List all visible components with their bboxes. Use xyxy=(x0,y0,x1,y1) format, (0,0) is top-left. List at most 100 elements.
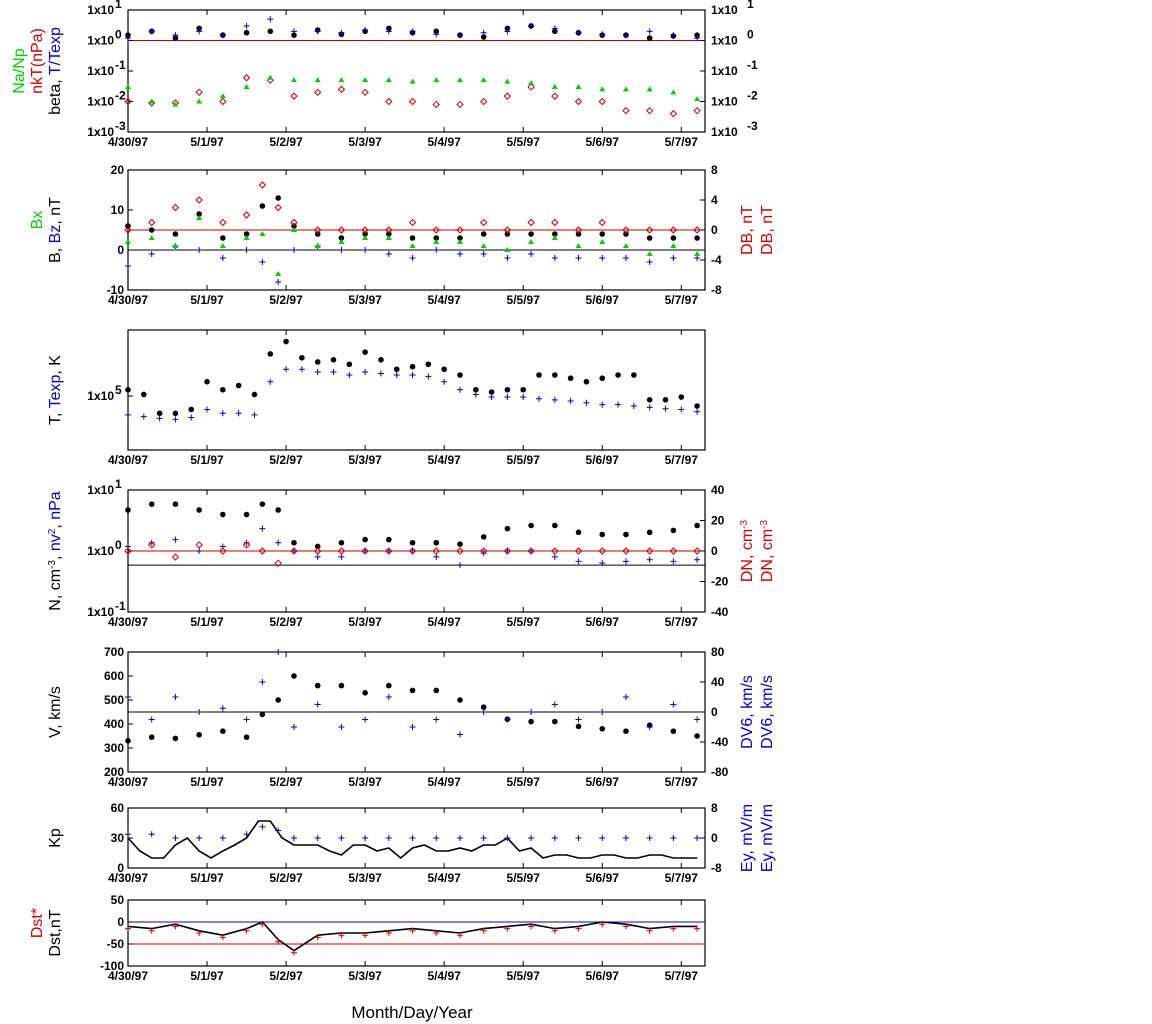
data-point xyxy=(219,835,226,841)
y-axis-label-2: Dst* xyxy=(29,908,46,938)
right-axis-label-2: Ey, mV/m xyxy=(759,804,776,872)
data-point xyxy=(196,835,203,841)
data-point xyxy=(220,386,226,393)
panel-density: 4/30/97 5/1/97 5/2/97 5/3/97 5/4/97 5/5/97 5/6… xyxy=(47,477,777,629)
data-point xyxy=(408,97,417,106)
right-y-tick-label: 0 xyxy=(711,831,718,845)
data-point xyxy=(433,716,440,723)
data-point xyxy=(204,406,211,413)
data-point xyxy=(156,410,163,417)
data-point xyxy=(480,77,487,83)
data-point xyxy=(125,694,131,700)
data-point xyxy=(243,22,250,29)
data-point xyxy=(646,251,653,256)
data-point xyxy=(362,716,369,723)
data-point xyxy=(432,100,440,109)
data-point xyxy=(599,560,606,567)
data-point xyxy=(409,243,416,248)
data-point xyxy=(480,550,487,557)
data-point xyxy=(456,562,463,569)
data-point xyxy=(259,259,266,265)
plot-frame xyxy=(127,807,706,869)
data-point xyxy=(259,231,266,236)
data-point xyxy=(598,97,606,106)
data-point xyxy=(196,732,202,738)
right-y-tick-exponent: -2 xyxy=(747,89,758,103)
right-y-tick-label: 4 xyxy=(711,193,718,207)
y-tick-label: 500 xyxy=(104,693,124,707)
data-point xyxy=(575,243,582,248)
right-axis-label: DV6, km/s xyxy=(739,675,756,749)
y-axis-label: beta, T/Texp xyxy=(47,27,64,115)
data-point xyxy=(408,547,417,555)
series-dst_star xyxy=(125,921,701,956)
data-point xyxy=(670,558,677,565)
data-point xyxy=(385,835,392,841)
data-point xyxy=(575,83,582,89)
y-axis-label-part: nv xyxy=(47,534,64,551)
data-point xyxy=(196,98,203,104)
x-tick-label: 5/5/97 xyxy=(507,135,541,149)
y-tick-label: 1x10 xyxy=(87,605,114,619)
y-axis-label-part: Bz xyxy=(47,225,64,244)
data-point xyxy=(503,547,512,555)
data-point xyxy=(646,724,653,730)
data-point xyxy=(338,247,345,253)
data-point xyxy=(456,386,463,393)
data-point xyxy=(188,406,195,413)
data-point xyxy=(479,547,488,555)
y-axis-label-part: , nPa xyxy=(47,491,64,528)
data-point xyxy=(274,559,282,567)
data-point xyxy=(362,77,369,83)
data-point xyxy=(172,694,179,700)
data-point xyxy=(314,77,321,83)
data-point xyxy=(172,923,179,930)
data-point xyxy=(196,247,203,253)
y-tick-label: 50 xyxy=(111,893,125,907)
data-point xyxy=(623,531,629,538)
data-point xyxy=(195,541,203,549)
data-point xyxy=(330,369,337,376)
data-point xyxy=(433,247,440,253)
data-point xyxy=(504,548,511,554)
data-point xyxy=(575,558,582,565)
data-point xyxy=(385,77,392,83)
data-point xyxy=(551,835,558,841)
data-point xyxy=(552,718,558,725)
data-point xyxy=(520,394,527,401)
data-point xyxy=(220,235,226,241)
data-point xyxy=(457,372,463,378)
x-tick-label: 5/7/97 xyxy=(665,293,699,307)
y-tick-exponent: -1 xyxy=(115,599,126,613)
data-point xyxy=(504,716,511,723)
data-point xyxy=(599,726,606,732)
y-axis-label: V, km/s xyxy=(47,686,64,738)
data-point xyxy=(433,31,440,38)
y-axis-label: T, Texp, K xyxy=(47,355,64,425)
data-point xyxy=(575,231,582,237)
x-tick-label: 5/4/97 xyxy=(427,293,461,307)
y-axis-label-2-part: Bx xyxy=(29,211,46,230)
data-point xyxy=(251,391,258,398)
data-point xyxy=(243,539,250,546)
y-tick-exponent: 0 xyxy=(115,538,122,552)
data-point xyxy=(622,106,630,115)
data-point xyxy=(314,28,321,35)
data-point xyxy=(567,375,574,382)
data-point xyxy=(267,378,274,385)
data-point xyxy=(409,363,416,370)
data-point xyxy=(575,529,582,536)
x-tick-label: 5/3/97 xyxy=(348,453,382,467)
data-point xyxy=(575,716,582,723)
data-point xyxy=(693,106,701,115)
data-point xyxy=(196,215,203,220)
series-dn xyxy=(124,541,701,567)
data-point xyxy=(362,27,369,34)
data-point xyxy=(520,386,527,393)
x-tick-label: 4/30/97 xyxy=(108,453,148,467)
y-tick-exponent: 1 xyxy=(115,477,122,491)
data-point xyxy=(623,231,629,237)
data-point xyxy=(528,231,534,237)
data-point xyxy=(275,649,282,655)
data-point xyxy=(259,823,266,830)
